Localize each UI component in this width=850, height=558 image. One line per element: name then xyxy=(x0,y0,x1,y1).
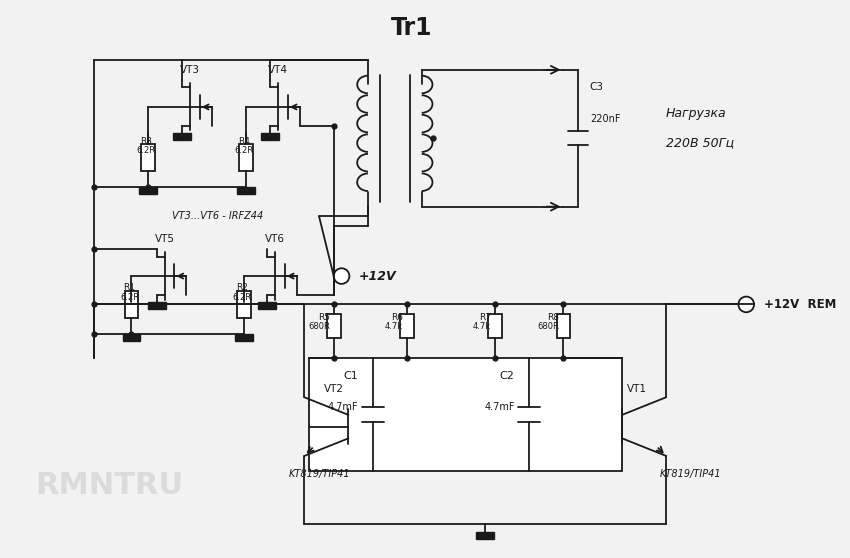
Text: KT819/TIP41: KT819/TIP41 xyxy=(288,469,350,479)
Text: 680R: 680R xyxy=(308,323,330,331)
Text: R2: R2 xyxy=(236,283,248,292)
Text: VT2: VT2 xyxy=(324,384,343,395)
Bar xyxy=(239,144,252,171)
Text: 6.2R: 6.2R xyxy=(137,146,156,156)
Text: 220nF: 220nF xyxy=(590,114,620,124)
Bar xyxy=(235,334,252,340)
Text: C3: C3 xyxy=(590,83,604,93)
Text: 4.7mF: 4.7mF xyxy=(328,402,358,412)
Bar xyxy=(139,187,156,194)
Text: R5: R5 xyxy=(318,312,330,321)
Bar xyxy=(148,302,166,309)
Text: 4.7k: 4.7k xyxy=(385,323,403,331)
Bar xyxy=(173,133,191,140)
Bar xyxy=(477,532,494,539)
Text: 4.7k: 4.7k xyxy=(473,323,491,331)
Bar xyxy=(557,314,570,338)
Text: Нагрузка: Нагрузка xyxy=(666,107,727,121)
Text: +12V  REM: +12V REM xyxy=(764,298,836,311)
Text: R1: R1 xyxy=(123,283,135,292)
Text: VT5: VT5 xyxy=(155,234,174,244)
Text: R7: R7 xyxy=(479,312,491,321)
Text: VT3: VT3 xyxy=(180,65,200,75)
Text: RMNTRU: RMNTRU xyxy=(35,471,183,500)
Text: VT6: VT6 xyxy=(265,234,285,244)
Circle shape xyxy=(334,268,349,284)
Bar xyxy=(309,358,622,470)
Bar xyxy=(122,334,140,340)
Bar xyxy=(262,133,279,140)
Text: 680R: 680R xyxy=(538,323,559,331)
Text: 6.2R: 6.2R xyxy=(235,146,253,156)
Text: C2: C2 xyxy=(500,371,514,381)
Text: R3: R3 xyxy=(140,137,152,146)
Text: R8: R8 xyxy=(547,312,559,321)
Text: KT819/TIP41: KT819/TIP41 xyxy=(660,469,722,479)
Bar xyxy=(141,144,155,171)
Text: VT1: VT1 xyxy=(626,384,647,395)
Bar xyxy=(327,314,341,338)
Text: 4.7mF: 4.7mF xyxy=(484,402,514,412)
Text: C1: C1 xyxy=(343,371,358,381)
Text: VT4: VT4 xyxy=(268,65,288,75)
Circle shape xyxy=(739,297,754,312)
Bar xyxy=(400,314,414,338)
Bar xyxy=(258,302,276,309)
Text: VT3...VT6 - IRFZ44: VT3...VT6 - IRFZ44 xyxy=(173,211,264,222)
Text: 6.2R: 6.2R xyxy=(120,293,139,302)
Bar xyxy=(237,187,254,194)
Text: 220В 50Гц: 220В 50Гц xyxy=(666,137,734,150)
Bar xyxy=(237,291,251,318)
Text: +12V: +12V xyxy=(358,270,396,282)
Text: R6: R6 xyxy=(391,312,403,321)
Bar xyxy=(488,314,502,338)
Bar xyxy=(125,291,139,318)
Text: 6.2R: 6.2R xyxy=(232,293,252,302)
Text: R4: R4 xyxy=(238,137,250,146)
Text: Tr1: Tr1 xyxy=(391,16,433,40)
